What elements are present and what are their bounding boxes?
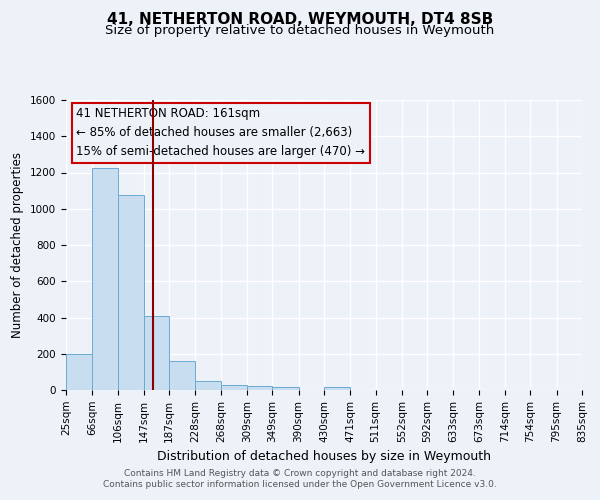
- Bar: [144, 316, 169, 390]
- Text: 41 NETHERTON ROAD: 161sqm
← 85% of detached houses are smaller (2,663)
15% of se: 41 NETHERTON ROAD: 161sqm ← 85% of detac…: [76, 108, 365, 158]
- Y-axis label: Number of detached properties: Number of detached properties: [11, 152, 25, 338]
- Text: Contains HM Land Registry data © Crown copyright and database right 2024.: Contains HM Land Registry data © Crown c…: [124, 468, 476, 477]
- Bar: [272, 388, 299, 390]
- Bar: [221, 386, 247, 390]
- Text: Contains public sector information licensed under the Open Government Licence v3: Contains public sector information licen…: [103, 480, 497, 489]
- Bar: [247, 386, 272, 390]
- Bar: [66, 354, 92, 390]
- Bar: [324, 388, 350, 390]
- Bar: [169, 361, 196, 390]
- X-axis label: Distribution of detached houses by size in Weymouth: Distribution of detached houses by size …: [157, 450, 491, 463]
- Bar: [92, 168, 118, 390]
- Text: 41, NETHERTON ROAD, WEYMOUTH, DT4 8SB: 41, NETHERTON ROAD, WEYMOUTH, DT4 8SB: [107, 12, 493, 28]
- Bar: [196, 381, 221, 390]
- Text: Size of property relative to detached houses in Weymouth: Size of property relative to detached ho…: [106, 24, 494, 37]
- Bar: [118, 195, 144, 390]
